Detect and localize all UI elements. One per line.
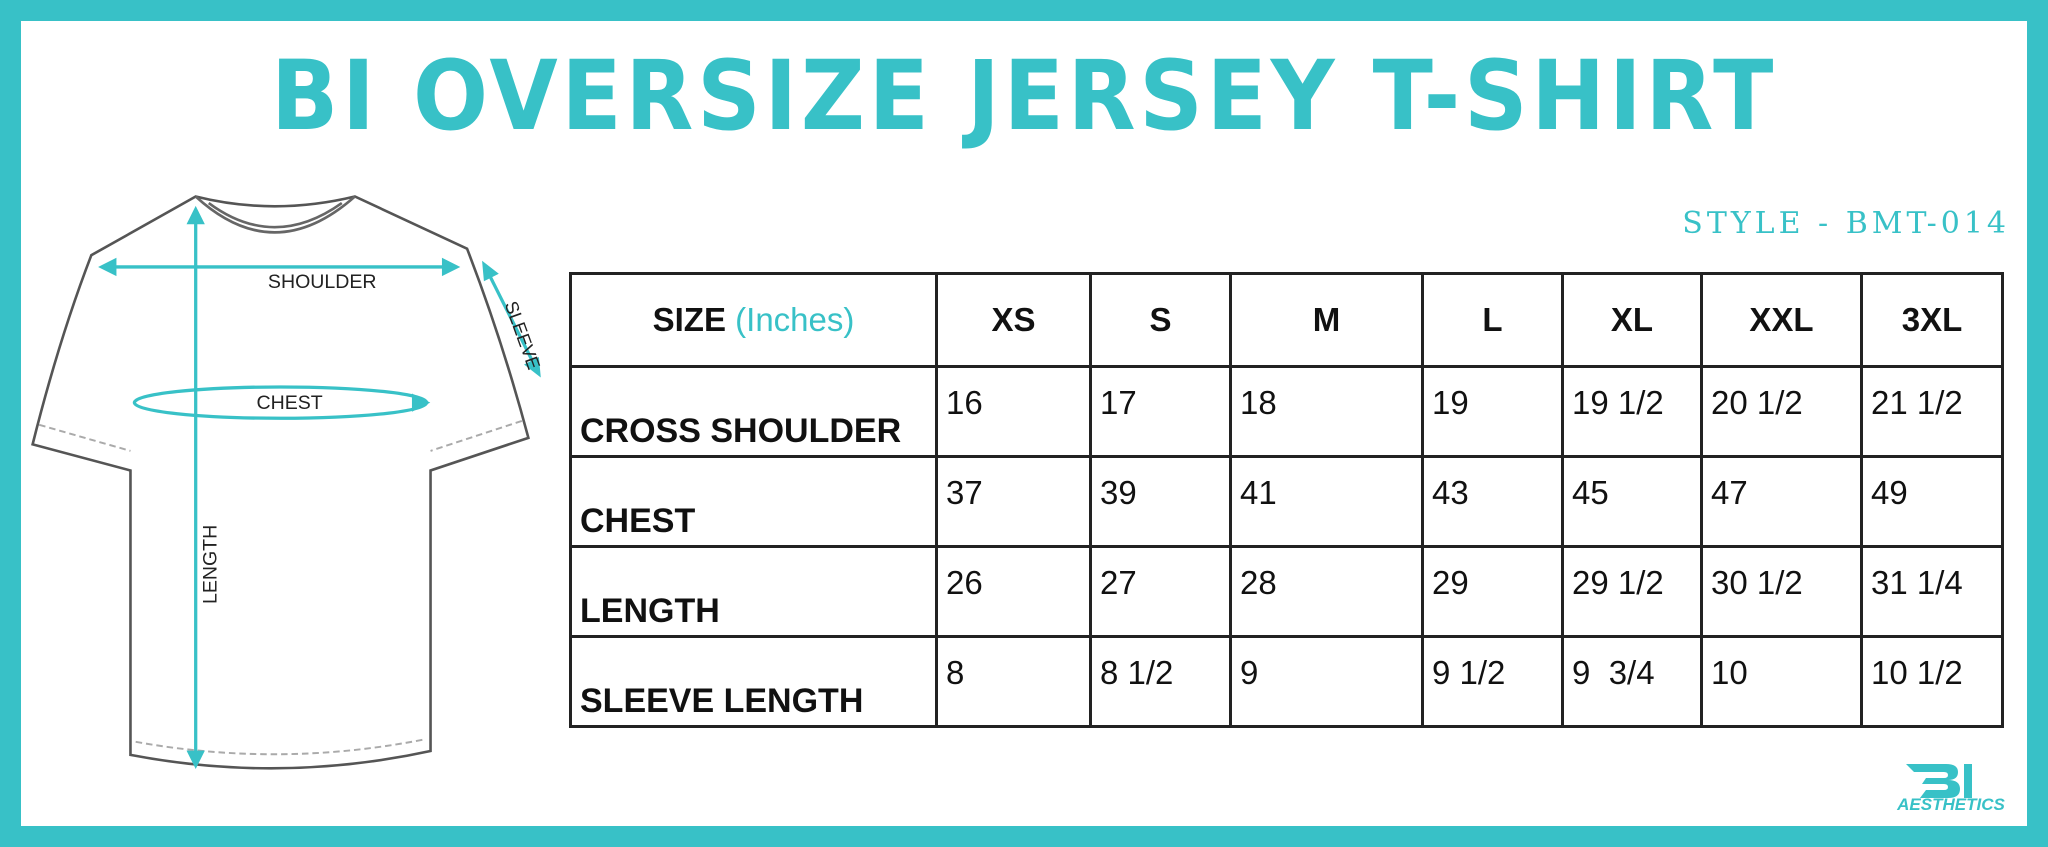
cell-value: 37 xyxy=(935,455,1092,548)
cell-value: 17 xyxy=(1089,365,1232,458)
cell-value: 8 1/2 xyxy=(1089,635,1232,728)
size-name: XXL xyxy=(1700,272,1863,368)
cell-value: 41 xyxy=(1229,455,1424,548)
cell-value: 20 1/2 xyxy=(1700,365,1863,458)
cell-value: 27 xyxy=(1089,545,1232,638)
chest-label: CHEST xyxy=(257,392,323,414)
cell-value: 43 xyxy=(1421,455,1564,548)
stitching xyxy=(38,419,523,756)
table-body: SIZE (Inches) XS S M L XL XXL 3XL CROSS SHOULDER… xyxy=(569,272,2004,728)
row-label: CROSS SHOULDER xyxy=(569,365,938,458)
size-label: SIZE xyxy=(652,301,726,338)
cell-value: 9 1/2 xyxy=(1421,635,1564,728)
logo-mark xyxy=(1906,764,1972,798)
measure-lines xyxy=(98,205,541,769)
cell-value: 28 xyxy=(1229,545,1424,638)
size-name: XL xyxy=(1561,272,1703,368)
cell-value: 45 xyxy=(1561,455,1703,548)
row-label: LENGTH xyxy=(569,545,938,638)
cell-value: 30 1/2 xyxy=(1700,545,1863,638)
cell-value: 26 xyxy=(935,545,1092,638)
cell-value: 39 xyxy=(1089,455,1232,548)
header-row: SIZE (Inches) XS S M L XL XXL 3XL xyxy=(569,272,2004,368)
size-header: SIZE (Inches) xyxy=(569,272,938,368)
length-label: LENGTH xyxy=(200,525,222,604)
cell-value: 16 xyxy=(935,365,1092,458)
shirt-outline xyxy=(31,195,530,770)
row-label: SLEEVE LENGTH xyxy=(569,635,938,728)
cell-value: 29 1/2 xyxy=(1561,545,1703,638)
cell-value: 21 1/2 xyxy=(1860,365,2004,458)
unit-label: (Inches) xyxy=(735,301,855,338)
title: BI OVERSIZE JERSEY T-SHIRT xyxy=(270,40,1778,152)
measure-row: CHEST 37 39 41 43 45 47 49 xyxy=(569,455,2004,548)
size-name: L xyxy=(1421,272,1564,368)
style-code: STYLE - BMT-014 xyxy=(1682,206,2010,241)
size-name: XS xyxy=(935,272,1092,368)
cell-value: 29 xyxy=(1421,545,1564,638)
measure-row: SLEEVE LENGTH 8 8 1/2 9 9 1/2 9 3/4 10 10 1/2 xyxy=(569,635,2004,728)
collar xyxy=(194,195,356,234)
size-table: SIZE (Inches) XS S M L XL XXL 3XL CROSS SHOULDER… xyxy=(569,272,2004,728)
cell-value: 8 xyxy=(935,635,1092,728)
cell-value: 9 3/4 xyxy=(1561,635,1703,728)
cell-value: 19 xyxy=(1421,365,1564,458)
cell-value: 49 xyxy=(1860,455,2004,548)
measure-row: LENGTH 26 27 28 29 29 1/2 30 1/2 31 1/4 xyxy=(569,545,2004,638)
logo-text: AESTHETICS xyxy=(1896,795,2005,814)
cell-value: 18 xyxy=(1229,365,1424,458)
cell-value: 31 1/4 xyxy=(1860,545,2004,638)
shoulder-label: SHOULDER xyxy=(268,271,377,293)
cell-value: 10 1/2 xyxy=(1860,635,2004,728)
size-name: M xyxy=(1229,272,1424,368)
cell-value: 19 1/2 xyxy=(1561,365,1703,458)
cell-value: 10 xyxy=(1700,635,1863,728)
size-name: S xyxy=(1089,272,1232,368)
logo: AESTHETICS xyxy=(1896,764,2005,814)
cell-value: 9 xyxy=(1229,635,1424,728)
cell-value: 47 xyxy=(1700,455,1863,548)
measure-row: CROSS SHOULDER 16 17 18 19 19 1/2 20 1/2 21 1/2 xyxy=(569,365,2004,458)
row-label: CHEST xyxy=(569,455,938,548)
shirt-diagram: SHOULDER CHEST LENGTH SLEEVE xyxy=(31,195,545,770)
size-name: 3XL xyxy=(1860,272,2004,368)
